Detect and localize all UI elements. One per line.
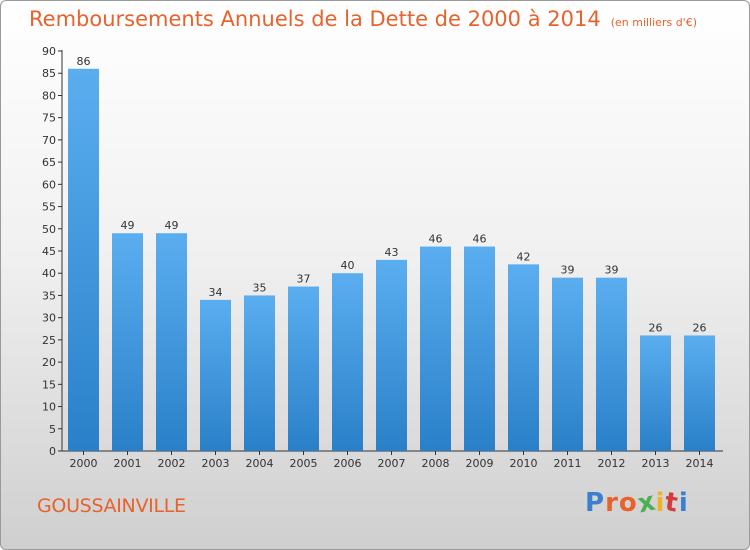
x-tick-label: 2011 bbox=[554, 457, 582, 470]
y-tick-label: 75 bbox=[42, 112, 56, 125]
y-tick-label: 60 bbox=[42, 178, 56, 191]
chart-title: Remboursements Annuels de la Dette de 20… bbox=[29, 7, 601, 31]
x-tick-label: 2010 bbox=[510, 457, 538, 470]
bar bbox=[244, 295, 275, 451]
brand-letter: i bbox=[678, 488, 689, 518]
bar-value-label: 26 bbox=[649, 321, 663, 334]
chart-subtitle: (en milliers d'€) bbox=[610, 16, 697, 29]
y-tick-label: 10 bbox=[42, 401, 56, 414]
axes: 0 5 10 15 20 25 30 35 40 45 50 55 60 65 70 75 80 85 90 2000… bbox=[42, 45, 723, 470]
y-tick-label: 65 bbox=[42, 156, 56, 169]
x-tick-label: 2006 bbox=[334, 457, 362, 470]
bar bbox=[156, 233, 187, 451]
x-tick-label: 2008 bbox=[422, 457, 450, 470]
x-tick-label: 2007 bbox=[378, 457, 406, 470]
x-tick-label: 2014 bbox=[686, 457, 714, 470]
y-tick-label: 40 bbox=[42, 267, 56, 280]
brand-letter: o bbox=[618, 488, 638, 518]
brand-letter: i bbox=[655, 488, 666, 518]
bar-value-label: 49 bbox=[165, 219, 179, 232]
bar bbox=[332, 273, 363, 451]
x-tick-label: 2009 bbox=[466, 457, 494, 470]
bar bbox=[640, 335, 671, 451]
bar bbox=[420, 246, 451, 451]
brand-letter: P bbox=[585, 488, 606, 518]
location-name: GOUSSAINVILLE bbox=[37, 495, 186, 517]
y-tick-label: 85 bbox=[42, 67, 56, 80]
y-tick-label: 0 bbox=[49, 445, 56, 458]
bar-value-label: 39 bbox=[561, 264, 575, 277]
bar bbox=[464, 246, 495, 451]
y-tick-label: 45 bbox=[42, 245, 56, 258]
bar bbox=[596, 277, 627, 451]
bar bbox=[552, 277, 583, 451]
y-tick-label: 5 bbox=[49, 423, 56, 436]
bar-value-label: 39 bbox=[605, 264, 619, 277]
y-tick-label: 35 bbox=[42, 289, 56, 302]
x-tick-label: 2001 bbox=[114, 457, 142, 470]
bar-value-label: 43 bbox=[385, 246, 399, 259]
x-tick-label: 2003 bbox=[202, 457, 230, 470]
bar-value-label: 46 bbox=[429, 233, 443, 246]
x-tick-label: 2002 bbox=[158, 457, 186, 470]
y-tick-label: 90 bbox=[42, 45, 56, 58]
y-tick-label: 50 bbox=[42, 223, 56, 236]
bar-value-label: 34 bbox=[209, 286, 223, 299]
x-tick-label: 2004 bbox=[246, 457, 274, 470]
y-tick-label: 80 bbox=[42, 89, 56, 102]
x-tick-label: 2005 bbox=[290, 457, 318, 470]
bar-value-label: 86 bbox=[77, 55, 91, 68]
bar-value-label: 37 bbox=[297, 273, 311, 286]
bar-value-label: 49 bbox=[121, 219, 135, 232]
bar bbox=[508, 264, 539, 451]
bars: 86 49 49 34 35 37 40 43 46 46 42 39 39 26 26 bbox=[68, 55, 715, 452]
y-tick-label: 25 bbox=[42, 334, 56, 347]
bar bbox=[112, 233, 143, 451]
title-row: Remboursements Annuels de la Dette de 20… bbox=[29, 7, 697, 31]
y-tick-label: 20 bbox=[42, 356, 56, 369]
brand-letter: r bbox=[605, 488, 619, 518]
bar bbox=[68, 68, 99, 452]
bar-value-label: 40 bbox=[341, 259, 355, 272]
bar-value-label: 35 bbox=[253, 281, 267, 294]
x-tick-label: 2000 bbox=[70, 457, 98, 470]
bar-value-label: 46 bbox=[473, 233, 487, 246]
bar-value-label: 42 bbox=[517, 250, 531, 263]
bar bbox=[200, 299, 231, 451]
y-tick-label: 15 bbox=[42, 378, 56, 391]
y-tick-label: 55 bbox=[42, 201, 56, 214]
y-tick-label: 70 bbox=[42, 134, 56, 147]
bar-value-label: 26 bbox=[693, 321, 707, 334]
x-tick-label: 2013 bbox=[642, 457, 670, 470]
x-tick-label: 2012 bbox=[598, 457, 626, 470]
bar bbox=[376, 259, 407, 451]
brand-logo: Proxiti bbox=[585, 486, 689, 519]
bar bbox=[684, 335, 715, 451]
bar bbox=[288, 286, 319, 451]
y-tick-label: 30 bbox=[42, 312, 56, 325]
